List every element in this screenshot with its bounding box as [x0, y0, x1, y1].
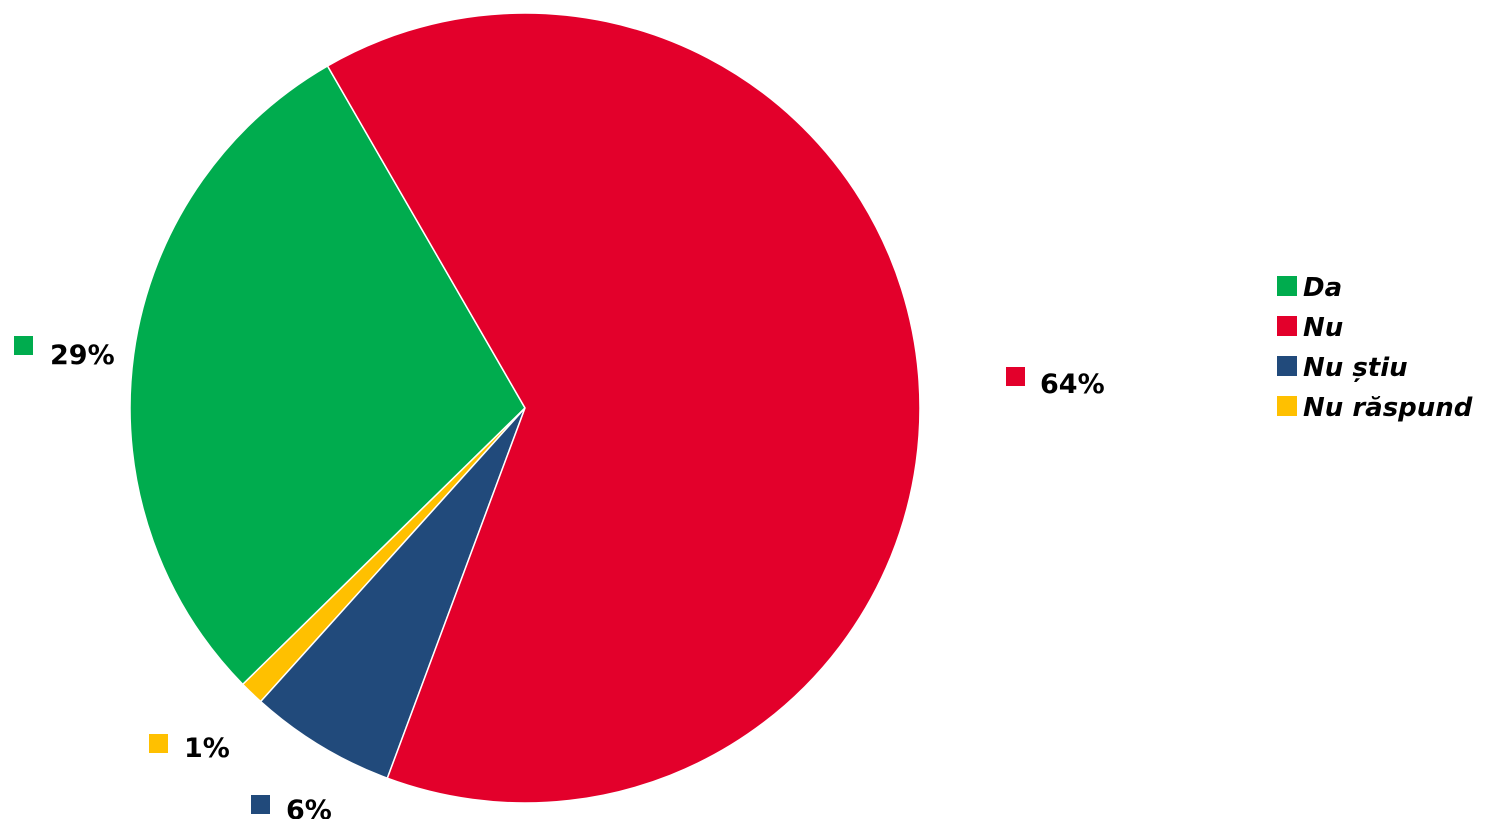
data-label-text: 1% [184, 733, 230, 764]
data-labels: 29% 64% 6% 1% [14, 336, 1105, 819]
pie-slice-1 [129, 64, 526, 686]
data-label-1: 29% [14, 336, 115, 371]
data-label-marker [149, 734, 168, 753]
pie-slice-2 [326, 12, 921, 804]
legend-label: Nu știu [1303, 353, 1408, 383]
legend-swatch [1277, 396, 1297, 416]
legend-label: Nu răspund [1303, 393, 1473, 423]
data-label-4: 1% [149, 733, 230, 764]
data-label-2: 64% [1006, 367, 1105, 400]
legend-label: Da [1303, 273, 1342, 303]
legend-entry-1: Da [1277, 273, 1342, 303]
legend-entry-3: Nu știu [1277, 353, 1408, 383]
pie-slice-3 [259, 407, 526, 780]
data-label-3: 6% [251, 795, 332, 819]
data-label-text: 29% [50, 340, 115, 371]
legend-label: Nu [1303, 313, 1343, 343]
data-label-marker [1006, 367, 1025, 386]
legend-entry-4: Nu răspund [1277, 393, 1473, 423]
legend: Da Nu Nu știu Nu răspund [1277, 273, 1473, 423]
data-label-marker [14, 336, 33, 355]
legend-swatch [1277, 276, 1297, 296]
legend-entry-2: Nu [1277, 313, 1343, 343]
data-label-marker [251, 795, 270, 814]
data-label-text: 6% [286, 795, 332, 819]
legend-swatch [1277, 356, 1297, 376]
data-label-text: 64% [1040, 369, 1105, 400]
pie-slices [129, 12, 921, 804]
legend-swatch [1277, 316, 1297, 336]
